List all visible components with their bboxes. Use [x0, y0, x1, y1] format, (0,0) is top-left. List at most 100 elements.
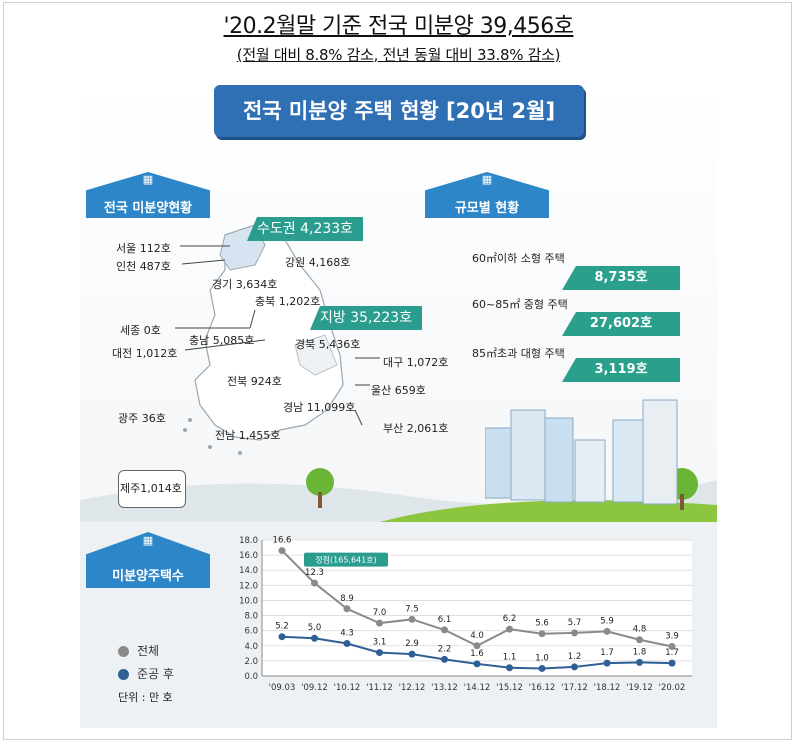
- y-tick-label: 16.0: [239, 551, 258, 561]
- x-tick-label: '18.12: [594, 683, 621, 693]
- data-point: [343, 640, 351, 648]
- page-frame: [3, 2, 792, 740]
- region-label-chungbuk: 충북 1,202호: [255, 295, 321, 308]
- region-label-jeonnam: 전남 1,455호: [215, 429, 281, 442]
- data-point: [441, 626, 448, 634]
- apartment-buildings-illustration: [485, 399, 678, 505]
- data-point: [376, 619, 383, 627]
- data-point: [408, 650, 416, 658]
- region-label-gyeongbuk: 경북 5,436호: [295, 338, 361, 351]
- data-point: [506, 664, 513, 672]
- region-label-gwangju: 광주 36호: [118, 412, 166, 425]
- legend-label-completed: 준공 후: [137, 667, 174, 681]
- data-label: 3.1: [373, 638, 387, 648]
- data-label: 5.6: [535, 619, 549, 629]
- size-label-small: 60㎡이하 소형 주택: [472, 252, 565, 265]
- x-tick-label: '13.12: [431, 683, 458, 693]
- y-tick-label: 8.0: [244, 612, 258, 622]
- region-label-gyeongnam: 경남 11,099호: [283, 401, 356, 414]
- size-value-medium: 27,602호: [562, 312, 680, 336]
- data-label: 1.2: [568, 652, 582, 662]
- data-label: 5.9: [600, 616, 614, 626]
- data-label: 2.9: [405, 639, 419, 649]
- y-tick-label: 14.0: [239, 566, 258, 576]
- region-label-gangwon: 강원 4,168호: [285, 256, 351, 269]
- window-icon: ▦: [142, 173, 154, 186]
- y-tick-label: 18.0: [239, 536, 258, 546]
- jeju-inset: [118, 470, 186, 508]
- data-label: 1.7: [665, 648, 679, 658]
- x-tick-label: '09.03: [269, 683, 296, 693]
- x-tick-label: '19.12: [626, 683, 653, 693]
- data-label: 5.2: [275, 622, 289, 632]
- data-point: [538, 630, 546, 638]
- region-label-busan: 부산 2,061호: [383, 422, 449, 435]
- data-label: 6.2: [503, 614, 517, 624]
- data-point: [408, 615, 416, 623]
- data-point: [343, 605, 351, 613]
- window-icon: ▦: [481, 173, 493, 186]
- data-point: [636, 636, 643, 644]
- region-label-gyeonggi: 경기 3,634호: [212, 278, 278, 291]
- legend-dot-total-icon: [118, 646, 129, 657]
- infographic-banner: 전국 미분양 주택 현황 [20년 2월]: [214, 85, 584, 137]
- data-label: 4.8: [633, 625, 647, 635]
- y-tick-label: 0.0: [244, 672, 258, 682]
- x-tick-label: '17.12: [561, 683, 588, 693]
- y-tick-label: 2.0: [244, 657, 258, 667]
- data-label: 8.9: [340, 594, 354, 604]
- data-label: 5.0: [308, 623, 322, 633]
- data-label: 4.3: [340, 629, 354, 639]
- data-point: [571, 629, 578, 637]
- national-section-label: 전국 미분양현황: [103, 201, 193, 216]
- legend-label-total: 전체: [137, 644, 160, 658]
- data-point: [538, 664, 546, 672]
- y-tick-label: 10.0: [239, 596, 258, 606]
- data-label: 6.1: [438, 615, 452, 625]
- region-label-ulsan: 울산 659호: [371, 384, 426, 397]
- region-leader-lines: [175, 245, 380, 426]
- region-label-sejong: 세종 0호: [120, 324, 161, 337]
- region-label-jeju: 제주1,014호: [120, 482, 182, 495]
- legend-item-completed: 준공 후: [118, 665, 174, 682]
- data-point: [376, 649, 383, 657]
- data-label: 7.0: [373, 608, 387, 618]
- y-tick-label: 6.0: [244, 627, 258, 637]
- data-point: [603, 659, 611, 667]
- region-label-daejeon: 대전 1,012호: [112, 347, 178, 360]
- x-tick-label: '12.12: [399, 683, 426, 693]
- data-point: [603, 627, 611, 635]
- region-label-seoul: 서울 112호: [116, 242, 171, 255]
- tree-icon: [306, 468, 334, 508]
- data-label: 5.7: [568, 618, 582, 628]
- legend-item-total: 전체: [118, 642, 159, 659]
- size-value-large: 3,119호: [562, 358, 680, 382]
- data-point: [441, 655, 448, 663]
- capital-region-tag: 수도권 4,233호: [247, 217, 364, 241]
- data-point: [473, 660, 481, 668]
- peak-annotation-box: [304, 552, 388, 567]
- data-label: 1.1: [503, 653, 517, 663]
- data-point: [668, 659, 676, 667]
- data-point: [636, 658, 643, 666]
- data-label: 12.3: [305, 568, 324, 578]
- peak-annotation: 정점(165,641호): [315, 555, 376, 565]
- size-value-small: 8,735호: [562, 266, 680, 290]
- x-tick-label: '16.12: [529, 683, 556, 693]
- hills-decoration: [80, 480, 717, 522]
- region-label-jeonbuk: 전북 924호: [227, 375, 282, 388]
- legend-unit: 단위 : 만 호: [118, 691, 173, 704]
- local-region-tag: 지방 35,223호: [310, 306, 423, 330]
- data-point: [571, 663, 578, 671]
- trend-section-label: 미분양주택수: [112, 569, 184, 584]
- data-label: 4.0: [470, 631, 484, 641]
- data-label: 2.2: [438, 644, 452, 654]
- data-label: 1.6: [470, 649, 484, 659]
- data-point: [311, 579, 318, 587]
- data-label: 16.6: [273, 536, 292, 546]
- x-tick-label: '10.12: [334, 683, 361, 693]
- data-label: 3.9: [665, 632, 679, 642]
- data-label: 1.8: [633, 647, 647, 657]
- x-tick-label: '20.02: [659, 683, 686, 693]
- region-label-daegu: 대구 1,072호: [383, 356, 449, 369]
